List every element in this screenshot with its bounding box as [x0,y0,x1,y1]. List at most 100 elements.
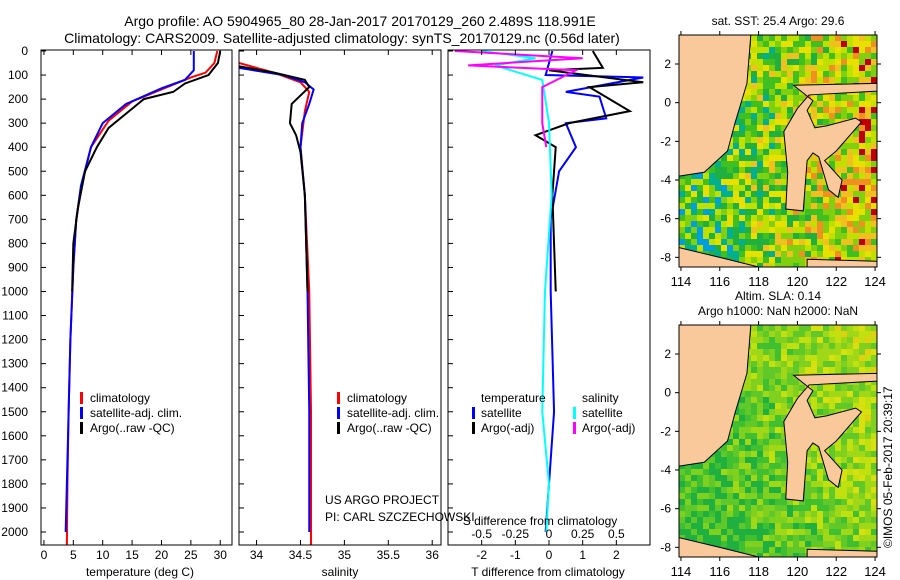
map-cell [685,209,691,215]
map-cell [781,523,787,529]
map-cell [841,397,847,403]
map-cell [805,517,811,523]
map-cell [763,523,769,529]
x-tick-label: -2 [476,548,487,562]
map-cell [835,221,841,227]
map-cell [763,95,769,101]
map-cell [751,191,757,197]
map-cell [691,481,697,487]
map-cell [835,487,841,493]
map-cell [727,161,733,167]
map-cell [763,373,769,379]
y-tick-label: 1200 [1,333,28,347]
x-tick-label: 20 [155,548,169,562]
map-cell [793,325,799,331]
map-cell [793,41,799,47]
map-cell [805,65,811,71]
map-cell [721,203,727,209]
map-cell [775,113,781,119]
map-cell [835,245,841,251]
map-cell [799,499,805,505]
map-cell [835,215,841,221]
map-cell [775,221,781,227]
map-cell [865,355,871,361]
map-cell [793,89,799,95]
map-cell [829,221,835,227]
map-cell [721,227,727,233]
x-tick-label: 5 [70,548,77,562]
map-cell [811,173,817,179]
map-cell [811,517,817,523]
map-cell [757,71,763,77]
map-cell [763,143,769,149]
map-cell [817,325,823,331]
map-cell [841,325,847,331]
map-cell [811,385,817,391]
map-cell [793,209,799,215]
map-cell [787,337,793,343]
map-cell [727,433,733,439]
map-cell [763,191,769,197]
map-cell [769,143,775,149]
map-cell [775,499,781,505]
map-cell [775,475,781,481]
map-cell [865,331,871,337]
map-cell [739,487,745,493]
map-cell [757,499,763,505]
y-tick-label: 100 [8,68,28,82]
map-cell [727,179,733,185]
map-cell [691,535,697,541]
map-cell [769,125,775,131]
map-cell [751,203,757,209]
map-cell [769,107,775,113]
map-cell [835,337,841,343]
salinity-series-argo-raw-qc- [239,65,311,292]
map-cell [697,233,703,239]
map-cell [871,239,877,245]
map-cell [811,233,817,239]
map-cell [727,251,733,257]
map-cell [829,391,835,397]
map-cell [835,325,841,331]
map-cell [811,191,817,197]
map-cell [805,77,811,83]
map-cell [697,221,703,227]
legend-swatch [80,407,83,419]
map-cell [757,167,763,173]
map-cell [865,227,871,233]
map-cell [763,59,769,65]
map-cell [847,167,853,173]
map-cell [739,397,745,403]
map-cell [859,137,865,143]
map-cell [853,197,859,203]
map-cell [847,179,853,185]
map-cell [781,547,787,553]
map-cell [763,397,769,403]
map-cell [793,367,799,373]
map-cell [871,131,877,137]
map-cell [865,547,871,553]
legend-label: satellite [481,406,522,420]
map-cell [709,487,715,493]
map-cell [835,343,841,349]
map-cell [853,445,859,451]
map-cell [781,143,787,149]
map-cell [805,463,811,469]
map-cell [793,511,799,517]
map-cell [685,203,691,209]
map-cell [757,185,763,191]
map-cell [835,439,841,445]
map-cell [859,325,865,331]
map-cell [829,361,835,367]
map-cell [775,445,781,451]
map-cell [787,349,793,355]
y-tick-label: 800 [8,236,28,250]
map-cell [859,191,865,197]
map-cell [763,83,769,89]
map-cell [733,433,739,439]
map-cell [781,47,787,53]
map-cell [715,191,721,197]
map-cell [835,47,841,53]
map-cell [769,553,775,557]
map-cell [745,179,751,185]
